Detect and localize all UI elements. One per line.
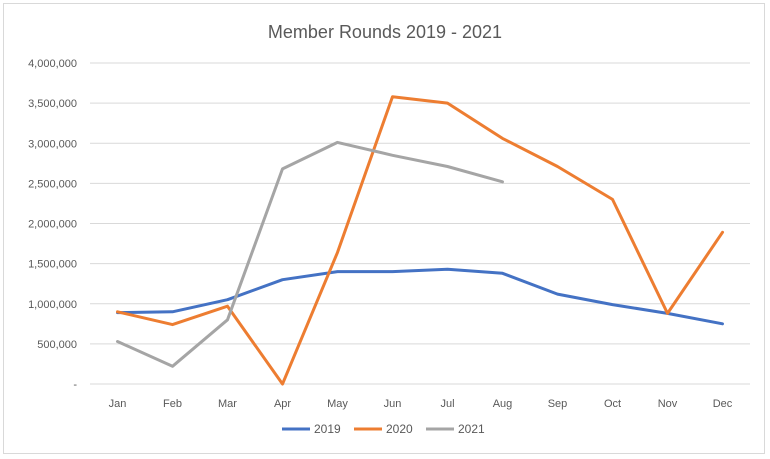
legend-item-2019: 2019 [282,422,341,436]
y-tick-label: 1,000,000 [28,299,77,311]
x-tick-label: Apr [274,398,291,410]
y-tick-label: 1,500,000 [28,259,77,271]
x-tick-label: Jan [109,398,127,410]
y-tick-label: 2,500,000 [28,178,77,190]
x-tick-label: Sep [548,398,568,410]
chart-title: Member Rounds 2019 - 2021 [268,22,502,42]
series-line-2019 [116,267,724,326]
x-tick-label: Nov [658,398,678,410]
x-tick-label: Oct [604,398,621,410]
y-axis-ticks: - 500,000 1,000,000 1,500,000 2,000,000 2,500… [28,58,77,391]
x-tick-label: Aug [493,398,513,410]
legend-item-2021: 2021 [426,422,485,436]
series-line-2021 [116,140,504,368]
series-lines [116,95,724,386]
x-axis-ticks: Jan Feb Mar Apr May Jun Jul Aug Sep Oct Nov Dec [109,398,733,410]
y-tick-label: 4,000,000 [28,58,77,70]
x-tick-label: Jul [440,398,454,410]
x-tick-label: Feb [163,398,182,410]
legend-item-2020: 2020 [354,422,413,436]
legend: 2019 2020 2021 [282,422,485,436]
legend-label: 2021 [458,422,485,436]
chart-frame [3,3,765,454]
legend-label: 2020 [386,422,413,436]
y-tick-label: 500,000 [37,339,77,351]
legend-label: 2019 [314,422,341,436]
y-tick-label: 2,000,000 [28,219,77,231]
x-tick-label: Mar [218,398,237,410]
x-tick-label: Jun [384,398,402,410]
y-tick-label: - [73,379,77,391]
y-tick-label: 3,500,000 [28,98,77,110]
gridlines [90,62,750,385]
x-tick-label: May [327,398,348,410]
x-tick-label: Dec [713,398,733,410]
y-tick-label: 3,000,000 [28,138,77,150]
series-line-2020 [116,95,724,386]
